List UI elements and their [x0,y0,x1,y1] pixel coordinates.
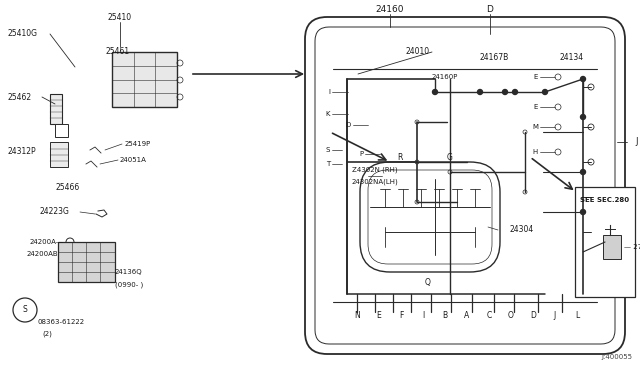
Text: S: S [326,147,330,153]
Text: (0990- ): (0990- ) [115,282,143,288]
Text: B: B [442,311,447,321]
Circle shape [580,77,586,81]
Text: E: E [534,74,538,80]
Text: 24302NA(LH): 24302NA(LH) [352,179,399,185]
Circle shape [543,90,547,94]
Circle shape [580,115,586,119]
Text: J:400055: J:400055 [601,354,632,360]
Text: D: D [346,122,351,128]
Circle shape [502,90,508,94]
Text: 24223G: 24223G [40,208,70,217]
Bar [112,52,177,107]
Text: 24010: 24010 [406,48,430,57]
Text: (2): (2) [42,331,52,337]
Text: SEE SEC.280: SEE SEC.280 [580,197,630,203]
Text: 24304: 24304 [510,225,534,234]
Text: Q: Q [425,278,431,286]
Text: N: N [354,311,360,321]
Text: D: D [486,4,493,13]
Text: 24051A: 24051A [120,157,147,163]
Text: I: I [328,89,330,95]
Bar [603,235,621,259]
Text: E: E [376,311,381,321]
Text: K: K [326,111,330,117]
Text: J: J [635,138,637,147]
Text: Z4302N (RH): Z4302N (RH) [352,167,397,173]
Text: 25461: 25461 [105,48,129,57]
Text: 25410G: 25410G [8,29,38,38]
Bar [50,94,62,124]
Text: D: D [530,311,536,321]
Circle shape [580,170,586,174]
Text: L: L [575,311,579,321]
Text: I: I [422,311,424,321]
Text: — 27983Q: — 27983Q [624,244,640,250]
Text: H: H [532,149,538,155]
Bar [55,124,68,137]
Text: O: O [508,311,514,321]
Text: C: C [486,311,492,321]
Text: 24200A―: 24200A― [30,239,64,245]
Text: M: M [532,124,538,130]
Text: 25466: 25466 [55,183,79,192]
Text: E: E [534,104,538,110]
Text: 24160P: 24160P [432,74,458,80]
Text: A: A [465,311,470,321]
FancyBboxPatch shape [305,17,625,354]
Text: 24312P: 24312P [8,148,36,157]
Text: 24134: 24134 [560,52,584,61]
Text: 08363-61222: 08363-61222 [38,319,85,325]
Text: P: P [359,151,363,157]
FancyBboxPatch shape [360,162,500,272]
Circle shape [433,90,438,94]
Text: F: F [399,311,403,321]
Text: 25410: 25410 [108,13,132,22]
Bar [50,142,68,167]
Text: G: G [447,153,453,161]
Text: 24136Q: 24136Q [115,269,143,275]
Bar [575,187,635,297]
Text: 24200AB: 24200AB [27,251,59,257]
Text: S: S [22,305,28,314]
Bar [58,242,115,282]
Text: T: T [326,161,330,167]
Text: 24167B: 24167B [480,52,509,61]
Text: R: R [397,153,403,161]
Text: 24160: 24160 [376,4,404,13]
Text: J: J [554,311,556,321]
Circle shape [580,209,586,215]
Circle shape [477,90,483,94]
Text: 25419P: 25419P [125,141,151,147]
Circle shape [513,90,518,94]
Text: 25462: 25462 [8,93,32,102]
